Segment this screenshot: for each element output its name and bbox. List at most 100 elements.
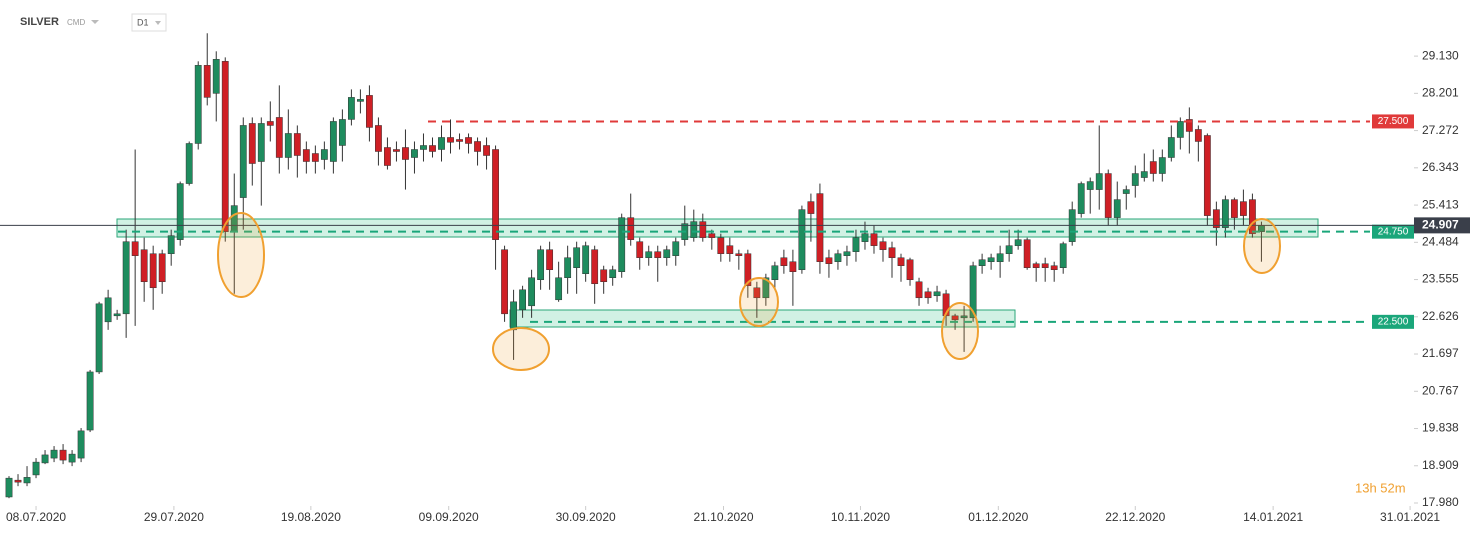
candle-body xyxy=(23,477,31,484)
y-tick-label: 28.201 xyxy=(1422,86,1459,100)
candle-body xyxy=(257,123,265,162)
highlight-ellipse xyxy=(1243,218,1281,274)
candle-body xyxy=(357,99,364,102)
candle-body xyxy=(140,249,148,283)
candle-body xyxy=(176,183,184,240)
candle-body xyxy=(41,454,49,464)
candle-body xyxy=(212,59,220,94)
candle-body xyxy=(320,149,328,160)
candle-body xyxy=(5,477,13,498)
candle-body xyxy=(510,301,517,331)
candle-body xyxy=(546,249,554,270)
candle-body xyxy=(492,149,499,240)
candle-body xyxy=(131,241,139,256)
support-zone xyxy=(116,218,1319,238)
candle-body xyxy=(402,147,409,160)
candle-body xyxy=(104,297,112,323)
candle-body xyxy=(861,233,869,242)
interval[interactable]: D1 xyxy=(137,17,149,27)
candle-body xyxy=(897,257,905,266)
candle-body xyxy=(1230,199,1238,218)
level-label: 22.500 xyxy=(1378,316,1409,327)
candle-body xyxy=(465,137,472,144)
candle-body xyxy=(149,253,157,289)
candle-body xyxy=(609,269,617,279)
candle-body xyxy=(582,245,590,274)
candle-body xyxy=(59,449,67,461)
x-tick-label: 09.09.2020 xyxy=(419,510,479,524)
candle-body xyxy=(1239,201,1247,216)
candle-body xyxy=(347,97,355,120)
candle-body xyxy=(167,235,175,254)
candle-body xyxy=(429,145,436,152)
candle-body xyxy=(1221,199,1229,228)
candle-body xyxy=(366,95,373,128)
candle-body xyxy=(32,461,40,476)
candle-body xyxy=(1158,157,1166,174)
candle-body xyxy=(528,277,536,307)
candle-body xyxy=(1077,183,1085,214)
level-tag xyxy=(1372,314,1414,329)
candle-body xyxy=(1212,209,1220,228)
y-tick-label: 18.909 xyxy=(1422,458,1459,472)
candle-body xyxy=(338,119,346,146)
candle-body xyxy=(1095,173,1103,190)
last-price-tag xyxy=(1414,217,1470,234)
interval-box[interactable] xyxy=(131,13,167,32)
candle-body xyxy=(1059,243,1067,268)
candle-body xyxy=(122,241,130,315)
level-tag xyxy=(1372,224,1414,239)
candle-body xyxy=(627,217,635,240)
candle-body xyxy=(807,201,815,214)
candle-body xyxy=(1050,265,1058,270)
candle-body xyxy=(1131,173,1139,186)
candle-body xyxy=(1185,119,1193,132)
candle-body xyxy=(275,117,283,158)
candle-body xyxy=(717,237,725,254)
candle-body xyxy=(1167,137,1175,158)
timer: 13h 52m xyxy=(1355,480,1406,495)
candle-body xyxy=(816,193,824,262)
y-tick-label: 25.413 xyxy=(1422,197,1459,211)
x-tick-label: 29.07.2020 xyxy=(144,510,204,524)
candle-body xyxy=(852,237,860,252)
candle-body xyxy=(1149,161,1157,174)
candle-body xyxy=(203,65,211,98)
candle-body xyxy=(744,253,752,287)
plot: 17.980 18.909 19.838 20.767 21.697 22.626 23.5… xyxy=(0,33,1470,524)
candle-body xyxy=(311,153,319,162)
candle-body xyxy=(1113,199,1121,218)
x-tick-label: 10.11.2020 xyxy=(831,510,890,524)
y-tick-label: 27.272 xyxy=(1422,123,1459,137)
candle-body xyxy=(474,141,481,152)
symbol: SILVER xyxy=(20,16,59,28)
candle-body xyxy=(879,241,887,250)
candle-body xyxy=(690,221,698,238)
candle-body xyxy=(663,249,671,258)
candle-body xyxy=(158,253,166,283)
candle-body xyxy=(618,217,626,272)
dropdown-arrow[interactable] xyxy=(155,21,161,25)
highlight-ellipse xyxy=(217,212,265,298)
x-tick-label: 19.08.2020 xyxy=(281,510,341,524)
candle-body xyxy=(951,315,959,321)
candle-body xyxy=(1176,121,1184,138)
candle-body xyxy=(591,249,599,285)
candle-body xyxy=(1041,263,1049,268)
candle-body xyxy=(987,257,995,262)
market: CMD xyxy=(67,18,85,27)
dropdown-arrow[interactable] xyxy=(91,20,99,24)
candle-body xyxy=(870,233,878,246)
candle-body xyxy=(834,253,842,262)
y-tick-label: 24.484 xyxy=(1422,234,1459,248)
level-label: 27.500 xyxy=(1378,116,1409,127)
candle-body xyxy=(1140,171,1148,178)
highlight-ellipse xyxy=(739,277,779,327)
candle-body xyxy=(672,241,680,256)
candle-body xyxy=(978,259,986,266)
level-label: 24.750 xyxy=(1378,226,1409,237)
candle-body xyxy=(780,257,788,266)
candle-body xyxy=(68,453,76,463)
candle-body xyxy=(915,281,923,299)
